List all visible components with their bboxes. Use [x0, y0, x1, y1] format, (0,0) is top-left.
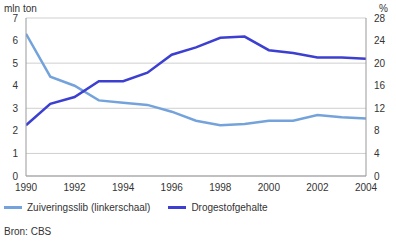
- svg-text:8: 8: [374, 125, 380, 136]
- svg-text:1992: 1992: [63, 182, 86, 193]
- svg-text:1998: 1998: [209, 182, 232, 193]
- svg-text:2002: 2002: [306, 182, 329, 193]
- svg-text:4: 4: [12, 80, 18, 91]
- html-text:Drogestofgehalte: Drogestofgehalte: [191, 202, 268, 213]
- svg-text:6: 6: [12, 35, 18, 46]
- svg-text:20: 20: [374, 58, 386, 69]
- svg-text:7: 7: [12, 13, 18, 24]
- svg-text:2000: 2000: [258, 182, 281, 193]
- svg-text:4: 4: [374, 148, 380, 159]
- html-text:Bron: CBS: Bron: CBS: [4, 226, 52, 237]
- svg-text:0: 0: [374, 171, 380, 182]
- svg-text:1994: 1994: [112, 182, 135, 193]
- html-text:Zuiveringsslib (linkerschaal): Zuiveringsslib (linkerschaal): [27, 202, 151, 213]
- svg-text:1996: 1996: [161, 182, 184, 193]
- svg-text:2: 2: [12, 125, 18, 136]
- svg-text:28: 28: [374, 13, 386, 24]
- svg-text:24: 24: [374, 35, 386, 46]
- svg-text:0: 0: [12, 171, 18, 182]
- svg-text:3: 3: [12, 103, 18, 114]
- svg-text:12: 12: [374, 103, 386, 114]
- html-text:mln ton: mln ton: [4, 3, 37, 14]
- svg-text:1990: 1990: [15, 182, 38, 193]
- svg-text:5: 5: [12, 58, 18, 69]
- svg-text:2004: 2004: [355, 182, 378, 193]
- svg-text:16: 16: [374, 80, 386, 91]
- svg-text:1: 1: [12, 148, 18, 159]
